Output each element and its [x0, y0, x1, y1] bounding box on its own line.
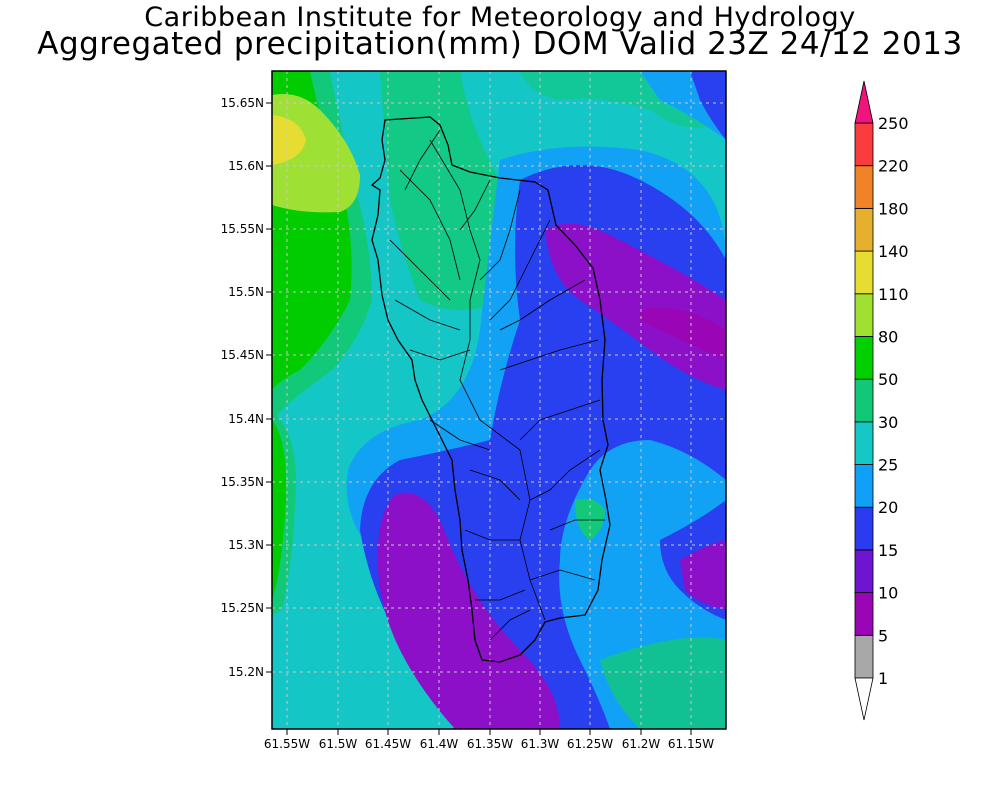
lat-tick-label: 15.25N: [221, 601, 264, 615]
legend-level-label: 20: [878, 498, 898, 517]
legend-swatch: [854, 207, 874, 252]
graticule: [272, 71, 726, 729]
lat-tick-label: 15.3N: [228, 538, 264, 552]
lat-tick-label: 15.4N: [228, 412, 264, 426]
title-line-2: Aggregated precipitation(mm) DOM Valid 2…: [37, 26, 963, 62]
legend-level-label: 50: [878, 370, 898, 389]
legend-level-label: 80: [878, 327, 898, 346]
lon-tick-label: 61.35W: [467, 737, 513, 751]
legend-swatch: [854, 336, 874, 380]
longitude-labels: 61.55W 61.5W 61.45W 61.4W 61.35W 61.3W 61.25W 6…: [264, 729, 714, 751]
legend-level-label: 15: [878, 541, 898, 560]
lon-tick-label: 61.5W: [319, 737, 358, 751]
lon-tick-label: 61.55W: [264, 737, 310, 751]
dominica-island: [370, 116, 611, 663]
lat-tick-label: 15.55N: [221, 222, 264, 236]
field-sea-green-south: [600, 637, 726, 729]
latitude-labels: 15.65N 15.6N 15.55N 15.5N 15.45N 15.4N 15.35N 1…: [221, 96, 272, 679]
legend-swatch: [854, 421, 874, 465]
lat-tick-label: 15.65N: [221, 96, 264, 110]
legend-level-label: 1: [878, 669, 888, 688]
legend-swatch: [854, 122, 874, 167]
lat-tick-label: 15.5N: [228, 285, 264, 299]
lon-tick-label: 61.3W: [521, 737, 560, 751]
field-purple-south: [377, 492, 560, 729]
legend-level-label: 220: [878, 157, 909, 176]
lon-tick-label: 61.25W: [567, 737, 613, 751]
lat-tick-label: 15.45N: [221, 348, 264, 362]
field-green-sw: [272, 420, 287, 600]
lon-tick-label: 61.2W: [622, 737, 661, 751]
lon-tick-label: 61.15W: [668, 737, 714, 751]
lat-tick-label: 15.35N: [221, 475, 264, 489]
precipitation-field: [272, 71, 726, 729]
legend-swatch: [854, 250, 874, 295]
field-yellow: [272, 115, 306, 165]
plot-frame: [271, 70, 727, 730]
field-blue-ne: [690, 71, 726, 140]
legend-level-label: 110: [878, 285, 909, 304]
legend-swatch: [854, 549, 874, 594]
legend-level-label: 250: [878, 114, 909, 133]
lon-tick-label: 61.45W: [365, 737, 411, 751]
field-purple-se: [680, 540, 726, 610]
legend-bottom-arrow: [854, 677, 874, 721]
title-line-1: Caribbean Institute for Meteorology and …: [144, 2, 856, 33]
legend-swatch: [854, 634, 874, 679]
legend-swatch: [854, 293, 874, 337]
legend-level-label: 10: [878, 584, 898, 603]
legend-level-label: 180: [878, 199, 909, 218]
legend-level-label: 30: [878, 413, 898, 432]
river-network: [389, 129, 605, 641]
field-dark-purple: [640, 307, 726, 360]
legend-top-arrow: [854, 80, 874, 124]
legend-level-label: 5: [878, 626, 888, 645]
field-sea-green-north: [380, 71, 510, 310]
lat-tick-label: 15.6N: [228, 159, 264, 173]
lon-tick-label: 61.4W: [420, 737, 459, 751]
legend-swatch: [854, 165, 874, 209]
legend-level-label: 25: [878, 456, 898, 475]
legend-level-label: 140: [878, 242, 909, 261]
lat-tick-label: 15.2N: [228, 665, 264, 679]
legend-swatch: [854, 506, 874, 551]
coastline: [370, 116, 611, 663]
legend-swatch: [854, 378, 874, 423]
legend-swatch: [854, 592, 874, 636]
legend-swatch: [854, 464, 874, 508]
